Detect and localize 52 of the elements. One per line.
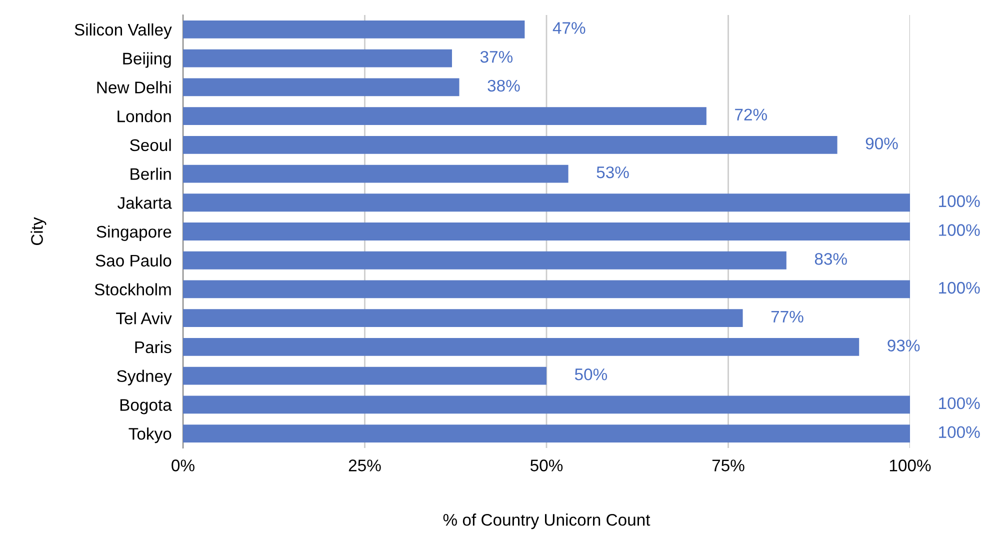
y-tick-label: Paris <box>135 340 172 354</box>
data-label: 100% <box>939 195 980 208</box>
bar <box>183 396 910 414</box>
x-tick-label: 50% <box>530 460 563 472</box>
data-label: 100% <box>939 397 980 410</box>
data-label: 37% <box>480 50 513 63</box>
data-label: 72% <box>735 108 767 120</box>
bar <box>183 78 460 96</box>
bar <box>183 366 546 385</box>
y-tick-label: Beijing <box>123 52 171 68</box>
bar <box>183 251 786 270</box>
bar <box>183 194 910 212</box>
y-axis-title: City <box>30 217 46 246</box>
y-tick-label: Silicon Valley <box>74 23 172 39</box>
bar <box>183 107 706 125</box>
bar <box>183 20 525 38</box>
x-tick-label: 0% <box>172 460 194 472</box>
data-label: 93% <box>888 340 920 352</box>
y-tick-label: Berlin <box>130 168 171 180</box>
y-tick-label: Stockholm <box>94 283 171 296</box>
y-tick-label: Singapore <box>96 225 172 241</box>
y-tick-label: New Delhi <box>97 81 171 94</box>
x-tick-label: 100% <box>890 460 931 472</box>
bar <box>183 136 838 154</box>
x-axis-title: % of Country Unicorn Count <box>443 514 650 530</box>
data-label: 100% <box>939 426 980 438</box>
bar <box>183 424 910 443</box>
data-label: 83% <box>814 253 847 265</box>
data-label: 90% <box>866 138 898 150</box>
data-label: 100% <box>939 224 980 236</box>
bar <box>183 222 910 240</box>
x-tick-label: 25% <box>348 460 381 472</box>
y-tick-label: Tel Aviv <box>116 312 172 324</box>
bar <box>183 164 568 183</box>
data-label: 47% <box>552 22 586 34</box>
bar <box>183 280 910 298</box>
x-tick-label: 75% <box>712 460 744 472</box>
data-label: 38% <box>488 80 520 92</box>
y-tick-label: Seoul <box>130 138 171 152</box>
y-tick-label: Bogota <box>120 399 172 414</box>
y-tick-label: Sydney <box>117 370 172 386</box>
bar <box>183 338 860 356</box>
y-tick-label: Sao Paulo <box>96 254 172 267</box>
bar <box>183 49 452 68</box>
data-label: 100% <box>939 282 980 294</box>
y-tick-label: London <box>118 110 171 122</box>
y-tick-label: Jakarta <box>118 196 172 209</box>
bar <box>183 309 743 328</box>
data-label: 77% <box>771 310 804 323</box>
y-tick-label: Tokyo <box>128 428 172 444</box>
data-label: 53% <box>596 166 629 178</box>
data-label: 50% <box>574 368 608 380</box>
